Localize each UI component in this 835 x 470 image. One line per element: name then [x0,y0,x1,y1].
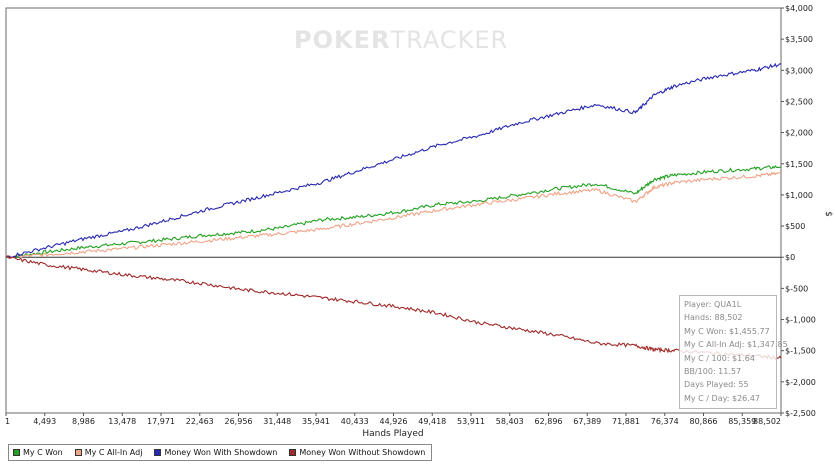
legend-swatch [13,449,20,456]
y-tick-label: $1,000 [785,191,813,200]
x-tick-label: 26,956 [225,417,253,426]
y-tick-label: $3,500 [785,35,813,44]
y-tick-label: $-1,500 [785,347,816,356]
x-tick-label: 76,374 [651,417,679,426]
legend-swatch [154,449,162,456]
x-tick-label: 49,418 [418,417,446,426]
x-tick-label: 13,478 [108,417,136,426]
watermark-bold: POKER [294,26,391,54]
x-tick-label: 44,926 [380,417,408,426]
info-player: Player: QUA1L [684,300,742,309]
legend-item-all-in-adj[interactable]: My C All-In Adj [74,448,143,457]
y-tick-label: $500 [785,222,805,231]
info-per-day: My C / Day: $26.47 [684,393,760,403]
x-tick-label: 35,941 [302,417,330,426]
chart-legend: My C Won My C All-In Adj Money Won With … [8,444,433,461]
y-tick-label: $2,500 [785,97,813,106]
x-tick-label: 53,911 [457,417,485,426]
poker-tracker-watermark-logo: POKERTRACKER [294,26,508,54]
series-line-3 [5,255,782,361]
x-tick-label: 85,359 [728,417,756,426]
x-tick-label: 88,502 [753,417,781,426]
legend-swatch [289,449,297,456]
legend-swatch [74,449,82,456]
info-bb100: BB/100: 11.57 [684,367,742,377]
y-tick-label: $-500 [785,284,808,293]
legend-label: Money Won Without Showdown [299,448,426,457]
plot-background [5,7,782,414]
legend-label: Money Won With Showdown [164,448,278,457]
x-tick-label: 17,971 [147,417,175,426]
x-axis-title: Hands Played [362,429,423,439]
y-tick-label: $4,000 [785,4,813,13]
y-axis-title: $ [823,211,833,217]
x-tick-label: 4,493 [33,417,56,426]
y-tick-label: $0 [785,253,795,262]
x-tick-label: 22,463 [186,417,214,426]
y-tick-label: $1,500 [785,160,813,169]
player-stats-box: Player: QUA1L Hands: 88,502 My C Won: $1… [679,295,788,409]
x-tick-label: 58,403 [496,417,524,426]
info-days: Days Played: 55 [684,380,749,390]
x-tick-label: 31,448 [263,417,291,426]
x-tick-label: 40,433 [341,417,369,426]
x-tick-label: 71,881 [612,417,640,426]
y-tick-label: $2,000 [785,129,813,138]
x-tick-label: 80,866 [690,417,718,426]
x-tick-label: 8,986 [72,417,95,426]
info-allin-adj: My C All-In Adj: $1,347.85 [684,340,788,350]
info-per100: My C / 100: $1.64 [684,353,755,363]
legend-label: My C Won [23,448,63,457]
y-tick-label: $3,000 [785,66,813,75]
info-hands: Hands: 88,502 [684,313,743,323]
legend-item-with-showdown[interactable]: Money Won With Showdown [154,448,277,457]
x-tick-label: 1 [5,417,10,426]
y-tick-label: $-1,000 [785,316,816,325]
series-line-2 [5,62,782,259]
series-line-0 [5,165,782,259]
x-tick-label: 67,389 [573,417,601,426]
legend-item-without-showdown[interactable]: Money Won Without Showdown [289,448,425,457]
y-tick-label: $-2,500 [785,409,816,418]
info-won: My C Won: $1,455.77 [684,326,770,336]
watermark-thin: TRACKER [390,26,509,54]
y-tick-label: $-2,000 [785,378,816,387]
legend-label: My C All-In Adj [84,448,143,457]
x-tick-label: 62,896 [535,417,563,426]
legend-item-my-c-won[interactable]: My C Won [13,448,63,457]
series-line-1 [5,171,782,260]
